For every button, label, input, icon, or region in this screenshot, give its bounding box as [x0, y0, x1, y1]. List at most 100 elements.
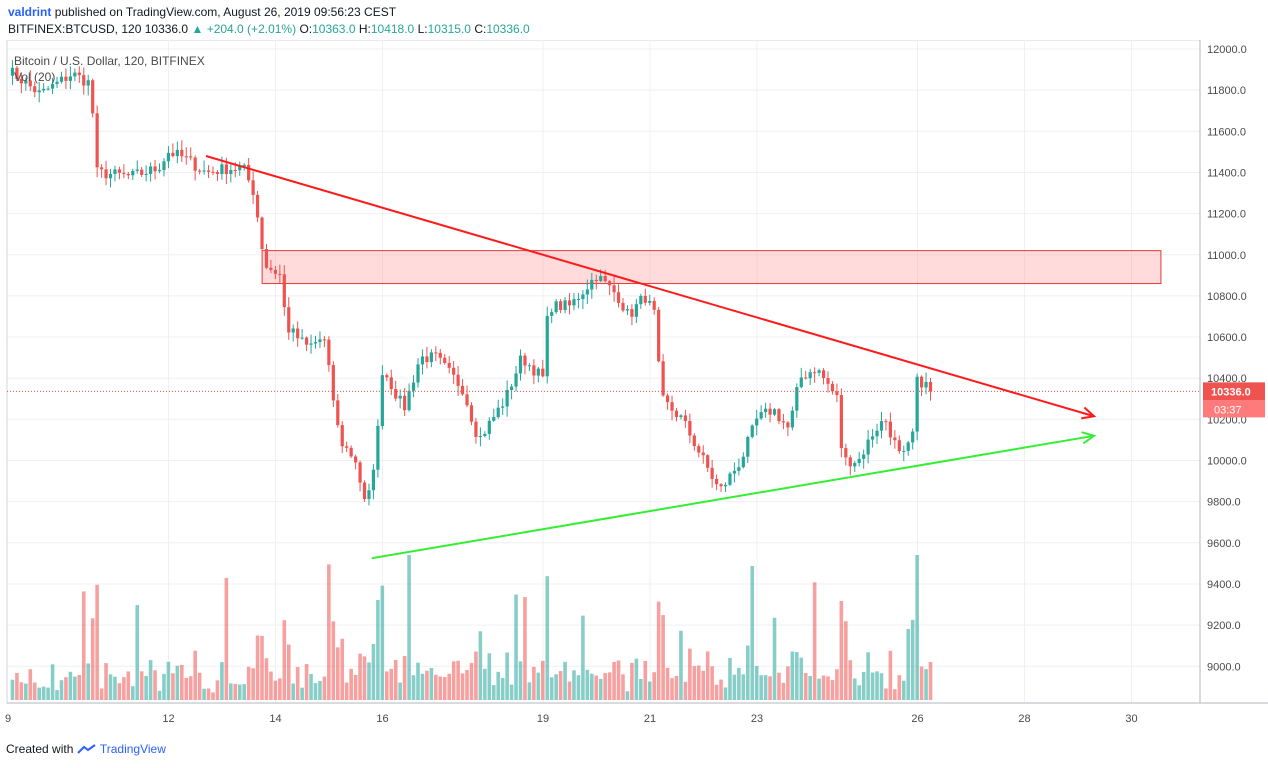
candle-body	[830, 383, 835, 392]
candle-body	[398, 395, 402, 399]
candle-body	[434, 352, 438, 354]
volume-bar	[295, 667, 300, 700]
candle-body	[416, 364, 420, 383]
candle-body	[679, 415, 683, 418]
resistance-arrow	[1081, 406, 1097, 420]
price-tick-label: 9800.0	[1207, 497, 1241, 509]
candle-body	[86, 80, 90, 86]
footer: Created with TradingView	[6, 742, 166, 756]
candle-body	[639, 295, 643, 305]
time-tick-label: 12	[162, 713, 174, 725]
candle-body	[759, 412, 763, 419]
volume-bar	[282, 620, 287, 700]
candle-body	[206, 170, 211, 172]
candle-body	[768, 408, 772, 415]
candle-body	[781, 421, 786, 423]
volume-bar	[237, 684, 242, 700]
volume-bar	[897, 675, 902, 700]
symbol-label: BITFINEX:BTCUSD, 120	[8, 22, 142, 36]
volume-bar	[68, 671, 73, 700]
candle-body	[269, 267, 273, 270]
price-chart[interactable]: 12000.0 11800.0 11600.0 11400.0 11200.0 11000…	[0, 39, 1268, 737]
volume-bar	[162, 673, 166, 700]
volume-bar	[532, 666, 536, 700]
volume-bar	[643, 660, 648, 700]
candle-body	[304, 337, 309, 345]
volume-bar	[670, 678, 674, 700]
price-tick-label: 9200.0	[1207, 620, 1241, 632]
close-value: 10336.0	[486, 22, 530, 36]
volume-bar	[126, 671, 131, 700]
candle-body	[732, 470, 737, 474]
candle-body	[928, 381, 933, 392]
candle-body	[612, 285, 616, 293]
volume-bar	[273, 680, 278, 700]
volume-bar	[420, 673, 425, 700]
countdown-label: 03:37	[1214, 404, 1242, 416]
author-link[interactable]: valdrint	[8, 5, 52, 19]
candle-body	[621, 302, 625, 311]
candle-body	[888, 421, 892, 438]
volume-bar	[460, 673, 465, 700]
volume-bar	[572, 670, 576, 700]
volume-bar	[808, 675, 812, 700]
candle-body	[189, 156, 193, 158]
time-tick-label: 21	[644, 713, 656, 725]
volume-bar	[340, 638, 345, 700]
volume-bar	[251, 668, 255, 700]
chart-area[interactable]: 12000.0 11800.0 11600.0 11400.0 11200.0 11000…	[0, 39, 1268, 737]
candle-body	[394, 389, 398, 399]
candle-body	[108, 173, 113, 179]
candle-body	[184, 156, 188, 158]
candle-body	[527, 365, 532, 367]
volume-bar	[505, 652, 509, 700]
resistance-trendline	[205, 155, 1095, 418]
candle-body	[572, 299, 576, 306]
candle-body	[460, 385, 465, 395]
tradingview-brand[interactable]: TradingView	[99, 742, 166, 756]
time-tick-label: 19	[537, 713, 549, 725]
volume-bar	[15, 673, 19, 700]
candle-body	[438, 352, 442, 358]
candle-body	[429, 352, 433, 363]
volume-bar	[683, 681, 688, 700]
volume-bar	[113, 676, 117, 700]
candle-body	[799, 377, 803, 388]
candle-body	[821, 370, 826, 379]
time-tick-label: 16	[376, 713, 388, 725]
up-arrow-icon: ▲	[191, 22, 204, 36]
legend-title: Bitcoin / U.S. Dollar, 120, BITFINEX	[14, 54, 205, 68]
candle-body	[313, 342, 318, 344]
time-tick-label: 23	[751, 713, 763, 725]
volume-bar	[438, 676, 443, 700]
candle-body	[478, 436, 482, 438]
candle-body	[247, 164, 251, 181]
candle-body	[652, 300, 656, 310]
volume-bar	[527, 682, 532, 700]
trendlines	[205, 155, 1097, 560]
candle-body	[523, 355, 527, 366]
volume-bar	[710, 666, 714, 700]
candle-body	[220, 164, 224, 175]
volume-bar	[10, 679, 15, 700]
candle-body	[327, 339, 331, 366]
volume-bar	[616, 660, 621, 700]
candle-body	[848, 457, 852, 467]
price-tick-label: 10400.0	[1207, 373, 1247, 385]
volume-bar	[906, 628, 911, 700]
candle-body	[599, 276, 603, 282]
volume-bar	[264, 658, 269, 700]
volume-bar	[594, 675, 599, 700]
volume-bar	[830, 680, 835, 700]
plot-frame	[6, 39, 1201, 704]
volume-bar	[625, 691, 630, 700]
candle-body	[264, 249, 269, 268]
volume-bar	[790, 651, 795, 700]
candle-body	[260, 217, 264, 250]
candle-body	[630, 309, 634, 317]
price-tick-label: 9600.0	[1207, 538, 1241, 550]
candle-body	[674, 410, 679, 418]
candle-body	[456, 374, 460, 386]
volume-bar	[24, 683, 28, 700]
candle-body	[911, 431, 915, 443]
